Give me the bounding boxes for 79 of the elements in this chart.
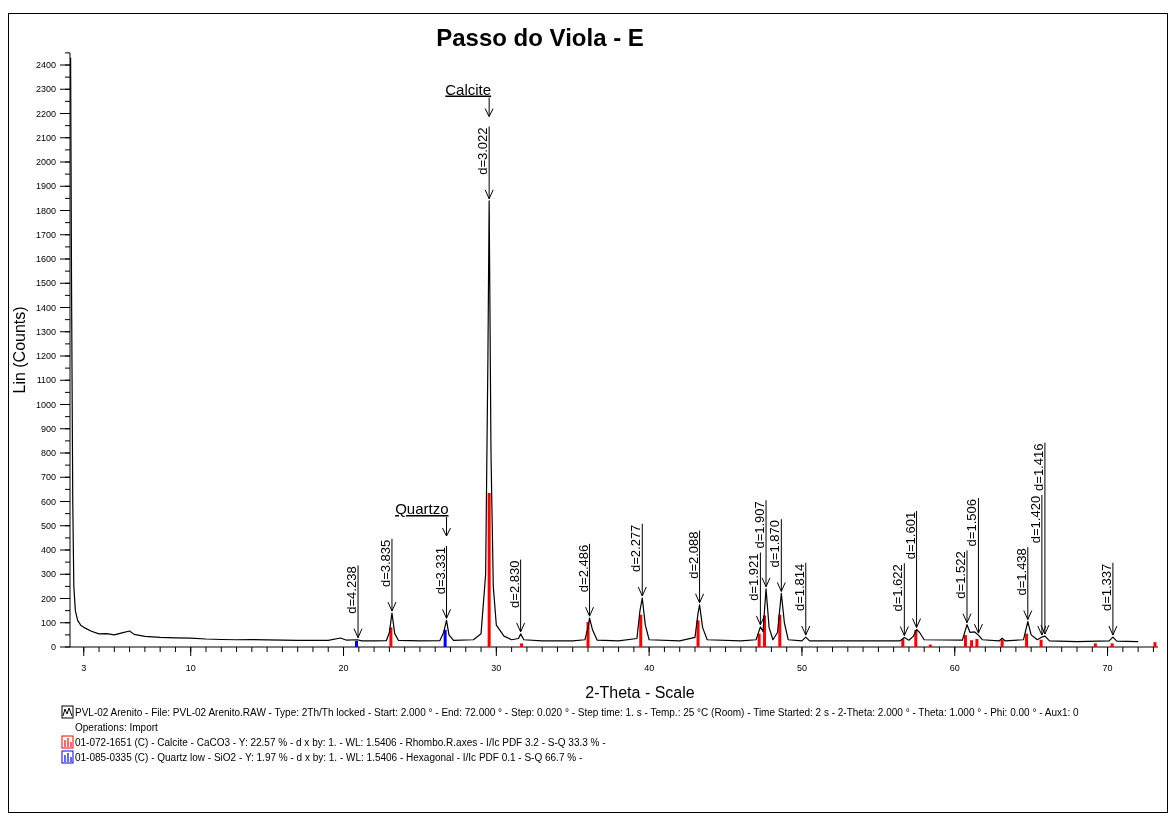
y-tick-label: 1300	[35, 326, 56, 337]
y-tick-label: 700	[40, 472, 56, 483]
x-tick-label: 40	[644, 663, 655, 673]
bar	[963, 635, 967, 647]
annotation: d=1.420	[1027, 495, 1043, 544]
annotation: d=2.088	[685, 531, 701, 579]
bar	[1000, 639, 1004, 647]
y-tick-label: 400	[40, 545, 56, 555]
annotation: d=1.522	[952, 551, 968, 599]
y-tick-label: 2400	[35, 60, 56, 70]
annotation: d=3.835	[377, 539, 393, 588]
y-tick-label: 2000	[35, 157, 56, 167]
annotation: d=2.830	[506, 560, 522, 608]
legend-label: 01-072-1651 (C) - Calcite - CaCO3 - Y: 22.57 % - d x by: 1. - WL: 1.5406 - Rhombo.R.axes - I/Ic PDF 3.2 - S-Q 33.3 % -	[75, 737, 606, 748]
annotation: d=2.486	[575, 544, 591, 593]
x-tick-label: 70	[1102, 663, 1113, 673]
bar	[520, 643, 524, 647]
y-tick-label: 1500	[35, 278, 56, 289]
y-tick-label: 1100	[36, 375, 56, 386]
bar	[1025, 633, 1029, 647]
y-tick-label: 100	[40, 617, 56, 628]
bar	[639, 614, 643, 647]
annotation: d=3.022	[475, 127, 491, 175]
y-tick-label: 2100	[35, 132, 56, 143]
y-tick-label: 2300	[35, 84, 56, 95]
chart-title: Passo do Viola - E	[436, 24, 644, 51]
y-tick-label: 1900	[35, 181, 56, 192]
bar	[443, 629, 447, 647]
y-tick-label: 500	[40, 520, 56, 531]
annotation: d=1.907	[752, 501, 768, 549]
bar	[696, 620, 700, 647]
y-tick-label: 0	[50, 642, 56, 652]
annotation: d=1.870	[767, 520, 783, 568]
y-axis-title: Lin (Counts)	[11, 306, 28, 394]
annotation: Quartzo	[395, 500, 449, 518]
y-tick-label: 1800	[35, 205, 56, 216]
y-tick-label: 1400	[35, 302, 56, 313]
bar	[1153, 642, 1157, 647]
bar	[355, 640, 359, 647]
y-tick-label: 200	[40, 593, 56, 604]
y-tick-label: 800	[40, 448, 56, 458]
annotation: d=1.601	[902, 511, 918, 560]
y-tick-label: 1700	[35, 229, 56, 240]
annotation: d=1.416	[1030, 443, 1046, 491]
y-tick-label: 1600	[35, 254, 56, 264]
x-axis-title: 2-Theta - Scale	[585, 684, 695, 701]
annotation: d=1.921	[746, 553, 762, 601]
annotation: d=1.337	[1098, 563, 1114, 612]
x-tick-label: 60	[949, 663, 960, 673]
bar	[1110, 643, 1114, 647]
legend-label: PVL-02 Arenito - File: PVL-02 Arenito.RAW - Type: 2Th/Th locked - Start: 2.000 ° - End: 72.000 ° - Step: 0.020 ° - Step time: 1. s - Temp.: 25 °C (Room) - Time Started: 2 s - 2-Theta: 2.000 ° - Theta: 1.000 ° - Phi: 0.00 ° - Aux1: 0	[75, 707, 1080, 718]
x-tick-label: 50	[796, 663, 807, 673]
y-tick-label: 600	[40, 496, 56, 507]
bar	[757, 633, 761, 647]
bar	[1093, 643, 1097, 647]
bar	[487, 493, 491, 647]
legend-label: 01-085-0335 (C) - Quartz low - SiO2 - Y: 1.97 % - d x by: 1. - WL: 1.5406 - Hexagonal - I/Ic PDF 0.1 - S-Q 66.7 % -	[75, 752, 583, 763]
bar	[901, 639, 905, 647]
x-tick-label: 30	[491, 663, 502, 673]
bar	[970, 640, 974, 647]
bar	[1039, 639, 1043, 647]
x-tick-label: 20	[338, 663, 349, 673]
annotation: Calcite	[445, 80, 492, 98]
annotation: d=2.277	[628, 524, 644, 573]
x-tick-label: 10	[185, 663, 196, 673]
y-tick-label: 900	[40, 423, 56, 434]
x-tick-label: 3	[81, 663, 87, 673]
text: Operations: Import	[75, 722, 159, 733]
y-tick-label: 300	[40, 569, 56, 580]
annotation: d=1.622	[890, 564, 906, 612]
annotation: d=1.814	[791, 563, 807, 612]
annotation: d=1.438	[1013, 548, 1029, 596]
annotation: d=3.331	[432, 546, 448, 595]
annotation: d=1.506	[964, 499, 980, 547]
y-tick-label: 2200	[35, 108, 56, 119]
y-tick-label: 1200	[35, 351, 56, 361]
y-tick-label: 1000	[35, 399, 56, 410]
annotation: d=4.238	[344, 566, 360, 614]
bar	[975, 639, 979, 647]
